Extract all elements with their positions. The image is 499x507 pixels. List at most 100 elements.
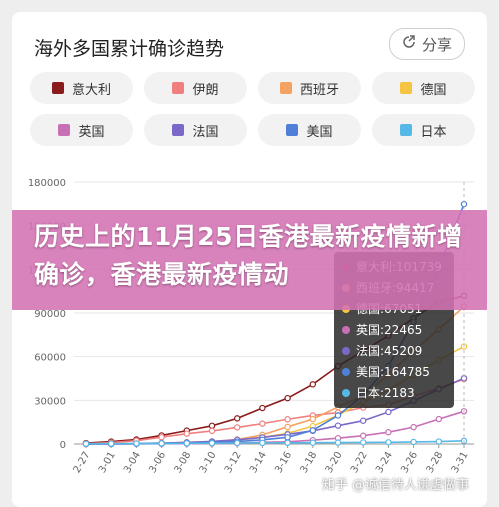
data-point xyxy=(309,427,316,434)
x-tick-label: 3-24 xyxy=(374,450,395,475)
data-point xyxy=(360,417,367,424)
x-tick-label: 3-22 xyxy=(349,450,370,475)
tooltip-row: 美国:164785 xyxy=(334,361,454,382)
legend-label: 意大利 xyxy=(71,82,111,98)
x-tick-label: 3-12 xyxy=(223,450,244,475)
share-icon xyxy=(402,35,416,53)
y-tick-label: 30000 xyxy=(34,396,66,407)
data-point xyxy=(82,440,90,447)
x-tick-label: 3-01 xyxy=(97,450,118,475)
data-point xyxy=(410,438,417,446)
watermark: 知乎 @诚信待人谦虚做事 xyxy=(321,478,469,493)
data-point xyxy=(158,440,165,447)
tooltip-label: 法国:45209 xyxy=(356,344,423,358)
legend-swatch xyxy=(400,82,413,94)
data-point xyxy=(183,430,190,437)
data-point xyxy=(284,394,291,402)
data-point xyxy=(107,440,115,447)
data-point xyxy=(435,415,442,423)
tooltip-label: 美国:164785 xyxy=(356,365,430,379)
tooltip-row: 法国:45209 xyxy=(334,340,454,361)
y-tick-label: 0 xyxy=(60,440,66,451)
legend-item[interactable]: 德国 xyxy=(372,72,475,104)
data-point xyxy=(259,404,266,412)
legend-label: 西班牙 xyxy=(299,82,339,98)
data-point xyxy=(259,420,266,427)
tooltip-dot xyxy=(342,388,350,397)
legend-item[interactable]: 日本 xyxy=(372,114,475,146)
data-point xyxy=(410,423,417,431)
x-tick-label: 3-20 xyxy=(324,450,345,475)
data-point xyxy=(284,434,291,441)
data-point xyxy=(208,427,216,435)
legend-swatch xyxy=(172,124,185,136)
x-tick-label: 2-27 xyxy=(72,450,93,475)
legend-item[interactable]: 美国 xyxy=(258,114,361,146)
data-point xyxy=(385,429,392,436)
overlay-banner: 历史上的11月25日香港最新疫情新增确诊，香港最新疫情动 xyxy=(12,210,487,310)
chart-title: 海外多国累计确诊趋势 xyxy=(34,38,225,60)
legend-item[interactable]: 西班牙 xyxy=(258,72,361,104)
data-point xyxy=(385,439,392,446)
legend-swatch xyxy=(172,82,185,94)
legend-item[interactable]: 伊朗 xyxy=(144,72,247,104)
data-point xyxy=(208,422,216,430)
legend-item[interactable]: 英国 xyxy=(30,114,133,146)
x-tick-label: 3-26 xyxy=(399,450,420,475)
data-point xyxy=(284,423,291,431)
data-point xyxy=(360,432,367,439)
series-line xyxy=(85,440,465,445)
legend-label: 法国 xyxy=(192,124,219,140)
x-tick-label: 3-18 xyxy=(299,450,320,475)
data-point xyxy=(233,424,241,431)
tooltip-dot xyxy=(342,346,350,355)
legend-item[interactable]: 法国 xyxy=(144,114,247,146)
data-point xyxy=(334,412,342,419)
share-button[interactable]: 分享 xyxy=(388,28,465,60)
x-tick-label: 3-28 xyxy=(425,450,446,475)
x-tick-label: 3-31 xyxy=(450,450,471,475)
data-point xyxy=(309,381,316,388)
x-tick-label: 3-10 xyxy=(198,450,219,475)
data-point xyxy=(334,422,342,429)
legend-label: 德国 xyxy=(420,82,447,98)
tooltip-dot xyxy=(342,325,350,334)
tooltip-row: 日本:2183 xyxy=(334,382,454,403)
data-point xyxy=(435,438,442,445)
x-tick-label: 3-06 xyxy=(147,450,168,475)
data-point xyxy=(259,439,266,447)
legend-label: 日本 xyxy=(420,124,447,140)
tooltip-label: 日本:2183 xyxy=(356,386,415,400)
y-tick-label: 90000 xyxy=(34,309,66,320)
data-point xyxy=(233,415,241,422)
legend-swatch xyxy=(286,124,299,136)
data-point xyxy=(385,408,392,416)
legend-swatch xyxy=(400,124,413,136)
data-point xyxy=(284,439,291,447)
data-point xyxy=(208,439,216,447)
x-tick-label: 3-16 xyxy=(273,450,294,475)
legend-label: 美国 xyxy=(306,124,333,140)
x-tick-label: 3-04 xyxy=(122,450,143,475)
legend-swatch xyxy=(58,124,71,136)
legend-label: 英国 xyxy=(78,124,105,140)
data-point xyxy=(334,439,342,446)
y-tick-label: 180000 xyxy=(28,178,66,189)
data-point xyxy=(158,433,165,441)
data-point xyxy=(133,440,140,447)
data-point xyxy=(183,440,190,447)
y-tick-label: 60000 xyxy=(34,353,66,364)
data-point xyxy=(309,439,316,446)
data-point xyxy=(233,439,241,447)
tooltip-label: 英国:22465 xyxy=(356,323,423,337)
legend: 意大利 伊朗 西班牙 德国英国 法国 美国 日本 xyxy=(30,72,475,146)
legend-item[interactable]: 意大利 xyxy=(30,72,133,104)
banner-text: 历史上的11月25日香港最新疫情新增确诊，香港最新疫情动 xyxy=(34,222,463,289)
share-label: 分享 xyxy=(421,35,452,54)
data-point xyxy=(284,416,291,423)
x-tick-label: 3-08 xyxy=(173,450,194,475)
tooltip-dot xyxy=(342,367,350,376)
data-point xyxy=(360,439,367,446)
x-tick-label: 3-14 xyxy=(248,450,269,475)
